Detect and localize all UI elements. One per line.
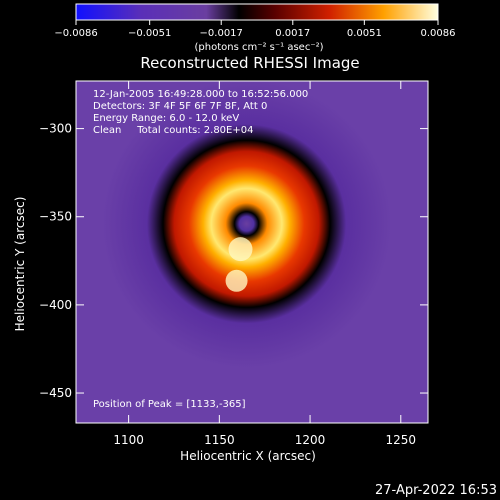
x-tick-label: 1200 [295,433,326,447]
y-axis-label: Heliocentric Y (arcsec) [13,197,27,332]
colorbar-tick-label: −0.0051 [128,28,171,39]
annotation-time: 12-Jan-2005 16:49:28.000 to 16:52:56.000 [93,89,308,100]
peak-position-label: Position of Peak = [1133,-365] [93,399,246,410]
source-emission [85,81,408,385]
colorbar-units-label: (photons cm⁻² s⁻¹ asec⁻²) [194,42,323,53]
y-ticks: −300 −350 −400 −450 [39,122,428,400]
footer-date: 27-Apr-2022 16:53 [375,483,497,498]
axes-frame [75,80,429,424]
annotation-clean: Clean Total counts: 2.80E+04 [93,125,253,136]
colorbar-tick-label: 0.0051 [347,28,382,39]
colorbar [75,3,439,21]
colorbar-tick-label: −0.0017 [200,28,243,39]
hot-spot-left [228,237,253,262]
image-area [76,81,428,423]
x-axis-label: Heliocentric X (arcsec) [180,449,316,463]
colorbar-tick-label: 0.0086 [421,28,456,39]
y-tick-label: −300 [39,122,72,136]
x-tick-label: 1250 [386,433,417,447]
colorbar-ticks: −0.0086 −0.0051 −0.0017 0.0017 0.0051 0.0086 [54,20,456,39]
y-tick-label: −450 [39,386,72,400]
colorbar-tick-label: −0.0086 [54,28,97,39]
y-tick-label: −400 [39,298,72,312]
hot-spot-bottom [225,269,248,292]
annotation-energy: Energy Range: 6.0 - 12.0 keV [93,113,239,124]
x-tick-label: 1150 [204,433,235,447]
y-tick-label: −350 [39,210,72,224]
colorbar-tick-label: 0.0017 [275,28,310,39]
chart-title: Reconstructed RHESSI Image [140,54,359,72]
x-tick-label: 1100 [113,433,144,447]
annotation-detectors: Detectors: 3F 4F 5F 6F 7F 8F, Att 0 [93,101,267,112]
x-ticks: 1100 1150 1200 1250 [113,81,416,447]
